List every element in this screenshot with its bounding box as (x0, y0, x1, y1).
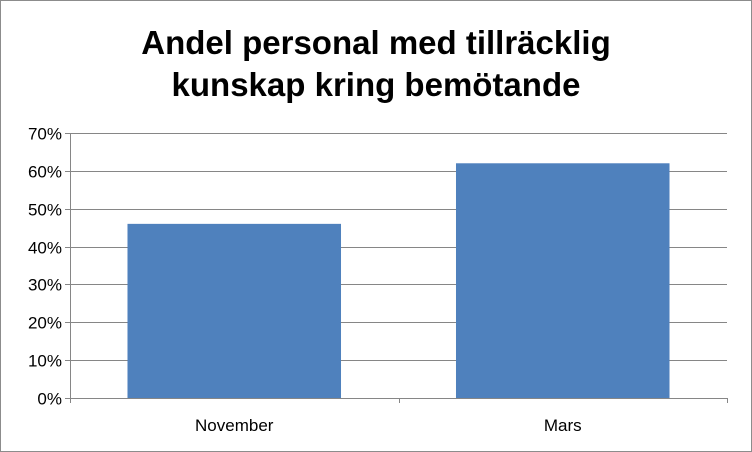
y-tick-label: 20% (28, 314, 62, 333)
chart-title: Andel personal med tillräcklig kunskap k… (0, 22, 752, 106)
y-tick-label: 30% (28, 276, 62, 295)
y-tick-label: 10% (28, 352, 62, 371)
y-tick-label: 50% (28, 201, 62, 220)
bar (455, 163, 670, 398)
x-tick-labels: November Mars (195, 416, 582, 435)
y-tick-labels: 0% 10% 20% 30% 40% 50% 60% 70% (28, 125, 62, 409)
y-tick-label: 70% (28, 125, 62, 144)
x-tick-label: November (195, 416, 274, 435)
y-tick-label: 60% (28, 163, 62, 182)
bars (127, 163, 670, 398)
chart-title-line-1: Andel personal med tillräcklig (141, 24, 611, 61)
y-tick-label: 40% (28, 239, 62, 258)
axes (65, 133, 728, 403)
chart-title-line-2: kunskap kring bemötande (171, 66, 581, 103)
y-tick-label: 0% (37, 390, 62, 409)
bar (127, 223, 342, 398)
x-tick-label: Mars (544, 416, 582, 435)
